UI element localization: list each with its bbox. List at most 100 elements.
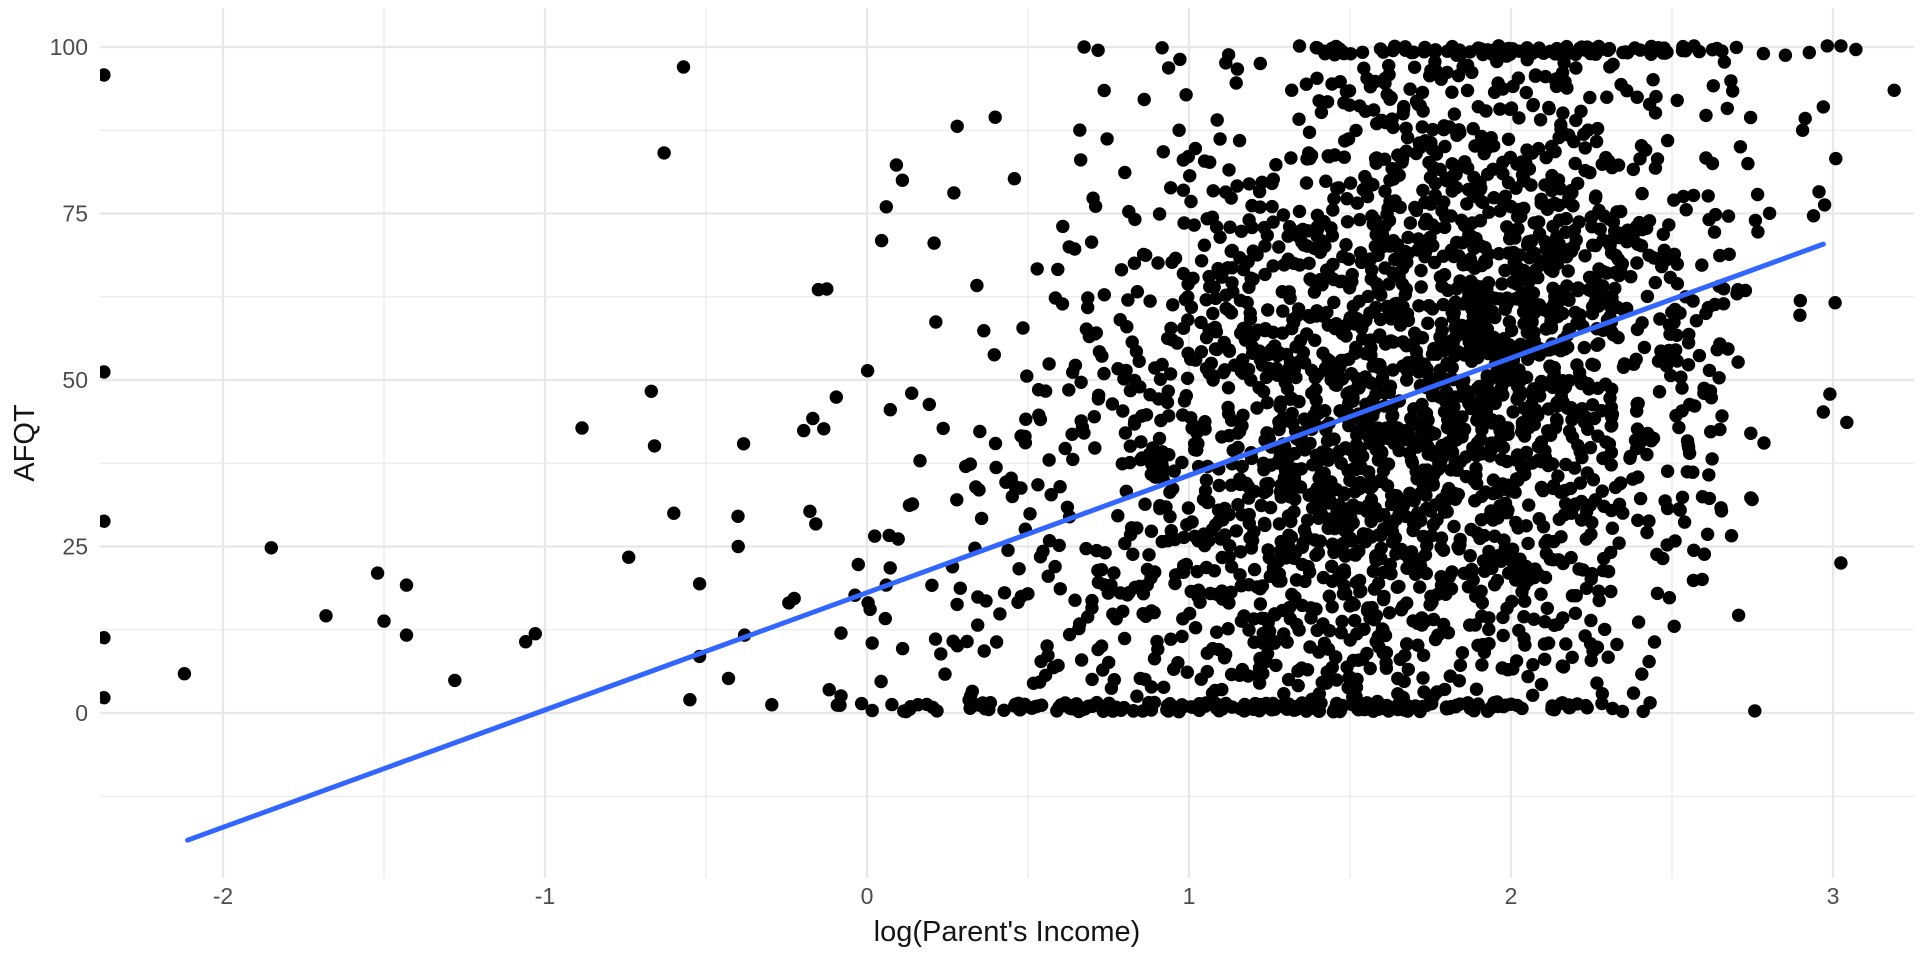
data-point (1590, 338, 1604, 352)
data-point (1371, 629, 1386, 644)
data-point (1525, 146, 1539, 160)
data-point (1303, 310, 1317, 324)
data-point (1073, 123, 1087, 137)
data-point (1274, 490, 1289, 504)
data-point (1499, 548, 1514, 562)
data-point (1721, 209, 1736, 223)
data-point (1707, 225, 1722, 239)
data-point (1595, 696, 1609, 711)
data-point (1560, 39, 1574, 54)
data-point (1262, 431, 1276, 446)
data-point (1456, 297, 1470, 311)
data-point (1546, 312, 1560, 326)
data-point (1295, 661, 1309, 675)
data-point (1581, 377, 1595, 391)
data-point (1474, 513, 1489, 527)
data-point (1506, 245, 1521, 260)
data-point (1176, 612, 1190, 626)
data-point (1558, 483, 1572, 498)
data-point (1193, 595, 1207, 609)
data-point (1268, 557, 1282, 571)
data-point (1256, 384, 1271, 399)
data-point (1287, 256, 1301, 270)
data-point (1531, 567, 1545, 581)
data-point (1325, 559, 1339, 573)
data-point (1114, 263, 1129, 277)
data-point (1401, 230, 1415, 245)
data-point (1491, 76, 1505, 90)
data-point (1337, 578, 1351, 593)
data-point (1233, 293, 1248, 308)
data-point (1416, 671, 1430, 685)
data-point (1695, 258, 1709, 272)
data-point (997, 586, 1012, 600)
data-point (1357, 61, 1371, 75)
data-point (1157, 680, 1171, 694)
data-point (1023, 507, 1037, 521)
data-point (1741, 156, 1755, 171)
data-point (1164, 181, 1178, 195)
data-point (1646, 431, 1661, 445)
data-point (1433, 162, 1447, 177)
data-point (1369, 387, 1383, 402)
data-point (1390, 431, 1405, 445)
data-point (1455, 410, 1469, 424)
data-point (1834, 39, 1848, 53)
data-point (1501, 663, 1515, 677)
data-point (1327, 272, 1341, 287)
data-point (1500, 220, 1514, 234)
data-point (1510, 260, 1524, 274)
data-point (1629, 352, 1643, 366)
data-point (1374, 288, 1388, 302)
data-point (1382, 213, 1397, 228)
data-point (1699, 151, 1713, 165)
data-point (1604, 292, 1619, 306)
data-point (1422, 299, 1436, 313)
data-point (1751, 225, 1765, 239)
data-point (1176, 183, 1191, 197)
data-point (1242, 623, 1256, 637)
data-point (972, 483, 986, 497)
data-point (1697, 547, 1712, 561)
data-point (1062, 383, 1076, 397)
data-point (1538, 652, 1552, 666)
data-point (1258, 323, 1272, 338)
data-point (1113, 313, 1127, 327)
data-point (1117, 631, 1132, 646)
data-point (1166, 298, 1180, 312)
data-point (1136, 247, 1151, 262)
data-point (1455, 378, 1470, 392)
data-point (1281, 229, 1295, 243)
data-point (920, 697, 934, 712)
data-point (1592, 584, 1606, 598)
data-point (1322, 496, 1336, 510)
data-point (1205, 522, 1220, 537)
data-point (1091, 563, 1105, 578)
data-point (1170, 336, 1184, 350)
data-point (1101, 586, 1116, 600)
data-point (1656, 551, 1670, 566)
data-point (1488, 49, 1502, 63)
data-point (1102, 655, 1116, 670)
data-point (1042, 357, 1056, 371)
data-point (692, 577, 707, 591)
data-point (1428, 632, 1443, 647)
data-point (1373, 238, 1387, 252)
data-point (1368, 74, 1383, 89)
data-point (1570, 697, 1585, 711)
data-point (1710, 41, 1724, 56)
data-point (1556, 106, 1570, 120)
data-point (1090, 695, 1104, 710)
data-point (1365, 209, 1379, 223)
data-point (731, 539, 745, 554)
data-point (1659, 357, 1673, 371)
data-point (519, 635, 533, 649)
data-point (1229, 76, 1243, 90)
data-point (895, 641, 910, 656)
data-point (1757, 436, 1771, 450)
data-point (1325, 600, 1339, 614)
data-point (1558, 497, 1573, 511)
data-point (1660, 538, 1674, 552)
data-point (1429, 63, 1443, 78)
data-point (1519, 156, 1533, 170)
